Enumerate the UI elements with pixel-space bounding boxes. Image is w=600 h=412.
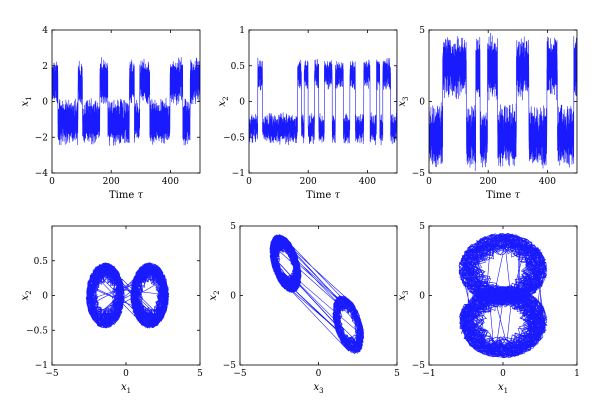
x-axis-label: Time τ (306, 190, 340, 201)
series-line (52, 57, 200, 146)
x-tick-label: 200 (103, 177, 120, 187)
x-tick-label: 400 (539, 177, 556, 187)
x-tick-label: 0 (123, 369, 129, 379)
x-tick-label: 0 (316, 369, 322, 379)
x-axis-label: x1 (498, 382, 508, 395)
series-line (269, 234, 364, 355)
y-tick-label: 5 (419, 222, 425, 232)
y-tick-label: −5 (223, 361, 237, 371)
y-tick-label: 0 (419, 292, 425, 302)
y-axis-label: x2 (208, 290, 221, 300)
subplot-x2_time: 0 200 400 −1 −0.5 0 0.5 1 Time τ x2 (217, 26, 398, 201)
y-tick-label: −1 (35, 361, 48, 371)
x-tick-label: 400 (359, 177, 376, 187)
plot-frame (239, 225, 398, 366)
y-tick-label: −5 (412, 361, 426, 371)
x-axis-label: x1 (121, 382, 131, 395)
x-axis-label: x3 (313, 382, 323, 395)
y-axis-label: x2 (217, 96, 230, 106)
y-axis-label: x1 (20, 96, 33, 106)
y-tick-label: −4 (35, 169, 49, 179)
x-tick-label: −5 (233, 369, 247, 379)
x-tick-label: −1 (422, 369, 435, 379)
y-tick-label: 0.5 (34, 257, 49, 267)
y-tick-label: 5 (419, 26, 425, 36)
x-tick-label: 0 (49, 177, 55, 187)
y-tick-label: 0.5 (231, 62, 246, 72)
subplot-x1_time: 0 200 400 −4 −2 0 2 4 Time τ x1 (20, 26, 201, 201)
y-axis-label: x3 (397, 290, 410, 300)
series-line (458, 233, 548, 359)
x-tick-label: 400 (162, 177, 179, 187)
x-tick-label: 0 (426, 177, 432, 187)
y-axis-label: x2 (20, 290, 33, 300)
subplot-x1_x3_phase: −1 0 1 −5 0 5 x1 x3 (397, 222, 580, 395)
x-axis-label: Time τ (109, 190, 143, 201)
y-tick-label: −0.5 (26, 326, 48, 336)
series-line (85, 262, 170, 329)
x-tick-label: 5 (394, 369, 400, 379)
y-tick-label: 4 (42, 26, 48, 36)
y-tick-label: 0 (419, 98, 425, 108)
series-line (429, 32, 577, 171)
y-tick-label: 1 (239, 26, 245, 36)
x-tick-label: 0 (246, 177, 252, 187)
y-tick-label: −0.5 (223, 133, 245, 143)
y-tick-label: −1 (232, 169, 245, 179)
y-tick-label: 0 (239, 98, 245, 108)
y-tick-label: −2 (35, 133, 48, 143)
x-tick-label: 1 (574, 369, 580, 379)
subplot-x1_x2_phase: −5 0 5 −1 −0.5 0 0.5 x1 x2 (20, 225, 203, 395)
subplot-x3_x2_phase: −5 0 5 −5 0 5 x3 x2 (208, 222, 400, 395)
y-tick-label: 2 (42, 62, 48, 72)
x-axis-label: Time τ (486, 190, 520, 201)
x-tick-label: 5 (197, 369, 203, 379)
y-tick-label: 0 (230, 292, 236, 302)
x-tick-label: −5 (45, 369, 59, 379)
y-tick-label: 0 (42, 292, 48, 302)
x-tick-label: 200 (480, 177, 497, 187)
x-tick-label: 200 (300, 177, 317, 187)
y-axis-label: x3 (397, 96, 410, 106)
y-tick-label: −5 (412, 169, 426, 179)
x-tick-label: 0 (500, 369, 506, 379)
series-line (249, 57, 397, 146)
y-tick-label: 0 (42, 98, 48, 108)
y-tick-label: 5 (230, 222, 236, 232)
plot-frame (248, 29, 398, 174)
